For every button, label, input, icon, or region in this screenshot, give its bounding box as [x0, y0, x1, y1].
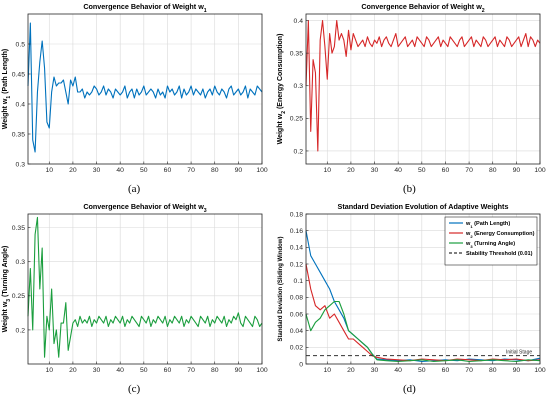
axes-frame — [305, 213, 541, 365]
x-tick-label: 60 — [164, 367, 172, 374]
plot-area — [306, 14, 540, 164]
y-tick-label: 0.5 — [16, 41, 26, 48]
x-tick-label: 10 — [323, 167, 331, 174]
y-tick-label: 0.25 — [290, 116, 303, 123]
x-tick-label: 30 — [371, 167, 379, 174]
x-tick-label: 20 — [347, 367, 355, 374]
axes-frame — [305, 13, 541, 165]
x-tick-label: 80 — [489, 167, 497, 174]
y-tick-label: 0.3 — [16, 259, 26, 266]
y-tick-label: 0.3 — [294, 83, 304, 90]
y-tick-label: 0.4 — [294, 18, 304, 25]
x-tick-label: 60 — [442, 167, 450, 174]
x-tick-label: 30 — [371, 367, 379, 374]
x-tick-label: 40 — [116, 367, 124, 374]
chart-panel-d: 10 20 30 40 50 60 70 80 90 100 0 0.02 0.04 0.06 0.08 0.… — [278, 202, 546, 374]
y-tick-label: 0 — [299, 361, 303, 368]
y-axis-label: Standard Deviation (Sliding Window) — [278, 237, 284, 342]
chart-title: Convergence Behavior of Weight w2 — [361, 2, 484, 14]
x-tick-label: 30 — [93, 367, 101, 374]
y-tick-label: 0.02 — [290, 345, 303, 352]
panel-label-c: (c) — [128, 383, 141, 395]
x-tick-label: 50 — [418, 367, 426, 374]
y-tick-label: 0.45 — [12, 71, 25, 78]
x-tick-label: 90 — [235, 367, 243, 374]
legend-box — [444, 216, 538, 266]
annotation-label: Initial Stage — [506, 350, 532, 356]
chart-title: Convergence Behavior of Weight w3 — [83, 202, 206, 214]
y-tick-label: 0.2 — [294, 148, 304, 155]
series-line-0 — [27, 22, 263, 153]
y-tick-label: 0.14 — [290, 245, 303, 252]
x-tick-label: 70 — [187, 167, 195, 174]
panel-label-b: (b) — [403, 183, 416, 195]
axes-frame — [27, 13, 263, 165]
x-tick-label: 100 — [534, 367, 546, 374]
x-tick-label: 80 — [211, 367, 219, 374]
x-tick-label: 80 — [489, 367, 497, 374]
axes-frame — [27, 213, 263, 365]
chart-panel-b: 10 20 30 40 50 60 70 80 90 100 0.2 0.25 0.3 0.35 0.4 Co… — [277, 2, 546, 174]
x-tick-label: 70 — [187, 367, 195, 374]
legend-entry: Stability Threshold (0.01) — [466, 251, 533, 257]
y-tick-label: 0.35 — [290, 51, 303, 58]
y-tick-label: 0.12 — [290, 261, 303, 268]
y-tick-label: 0.2 — [16, 327, 26, 334]
x-tick-label: 90 — [513, 167, 521, 174]
y-axis-label: Weight w2 (Energy Consumption) — [277, 34, 287, 145]
series-line-0 — [27, 216, 263, 358]
y-tick-label: 0.35 — [12, 131, 25, 138]
x-tick-label: 60 — [164, 167, 172, 174]
x-tick-label: 40 — [116, 167, 124, 174]
panel-label-a: (a) — [128, 183, 141, 195]
y-tick-label: 0.25 — [12, 293, 25, 300]
x-tick-label: 80 — [211, 167, 219, 174]
y-tick-label: 0.16 — [290, 228, 303, 235]
x-tick-label: 100 — [534, 167, 546, 174]
y-tick-label: 0.3 — [16, 161, 26, 168]
chart-title: Standard Deviation Evolution of Adaptive… — [338, 202, 509, 211]
x-tick-label: 50 — [418, 167, 426, 174]
legend-entry: w2 (Energy Consumption) — [465, 231, 535, 239]
x-tick-label: 40 — [394, 367, 402, 374]
y-axis-label: Weight w3 (Turning Angle) — [2, 246, 12, 333]
plot-area — [28, 214, 262, 364]
series-line-2 — [305, 300, 541, 363]
x-tick-label: 90 — [235, 167, 243, 174]
x-tick-label: 10 — [323, 367, 331, 374]
chart-panel-c: 10 20 30 40 50 60 70 80 90 100 0.2 0.25 0.3 0.35 Conve… — [2, 202, 268, 374]
x-tick-label: 90 — [513, 367, 521, 374]
y-tick-label: 0.08 — [290, 295, 303, 302]
y-tick-label: 0.4 — [16, 101, 26, 108]
series-line-0 — [305, 19, 541, 152]
y-tick-label: 0.18 — [290, 211, 303, 218]
x-tick-label: 20 — [69, 367, 77, 374]
x-tick-label: 50 — [140, 167, 148, 174]
chart-panel-a: 10 20 30 40 50 60 70 80 90 100 0.3 0.35 0.4 0.45 0.5 Co… — [2, 2, 268, 174]
x-tick-label: 100 — [256, 167, 268, 174]
legend-entry: w1 (Path Length) — [465, 221, 510, 229]
y-tick-label: 0.1 — [294, 278, 304, 285]
x-tick-label: 10 — [45, 167, 53, 174]
x-tick-label: 20 — [69, 167, 77, 174]
x-tick-label: 70 — [465, 167, 473, 174]
panel-label-d: (d) — [403, 383, 416, 395]
x-tick-label: 70 — [465, 367, 473, 374]
x-tick-label: 10 — [45, 367, 53, 374]
x-tick-label: 60 — [442, 367, 450, 374]
x-tick-label: 100 — [256, 367, 268, 374]
chart-title: Convergence Behavior of Weight w1 — [83, 2, 206, 14]
x-tick-label: 50 — [140, 367, 148, 374]
x-tick-label: 40 — [394, 167, 402, 174]
legend-entry: w3 (Turning Angle) — [465, 241, 515, 249]
y-tick-label: 0.06 — [290, 311, 303, 318]
x-tick-label: 30 — [93, 167, 101, 174]
y-tick-label: 0.04 — [290, 328, 303, 335]
y-axis-label: Weight w1 (Path Length) — [2, 49, 12, 129]
x-tick-label: 20 — [347, 167, 355, 174]
y-tick-label: 0.35 — [12, 225, 25, 232]
